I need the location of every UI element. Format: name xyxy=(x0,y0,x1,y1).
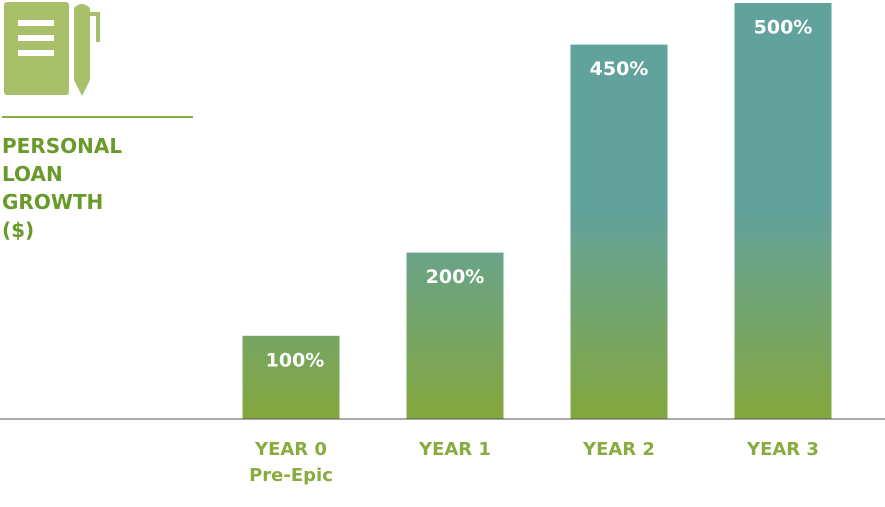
bar xyxy=(734,3,832,419)
value-label: 100% xyxy=(266,349,325,371)
category-label: YEAR 0 Pre-Epic xyxy=(249,439,333,486)
category-label: YEAR 2 xyxy=(583,439,655,460)
notebook-icon xyxy=(4,2,100,96)
category-label: YEAR 3 xyxy=(747,439,819,460)
value-label: 500% xyxy=(754,17,813,39)
chart-title: PERSONAL LOAN GROWTH ($) xyxy=(2,134,123,242)
bar xyxy=(570,44,668,419)
bar xyxy=(406,252,504,419)
value-label: 200% xyxy=(426,266,485,288)
category-label: YEAR 1 xyxy=(419,439,491,460)
bar xyxy=(242,335,340,419)
value-label: 450% xyxy=(590,58,649,80)
